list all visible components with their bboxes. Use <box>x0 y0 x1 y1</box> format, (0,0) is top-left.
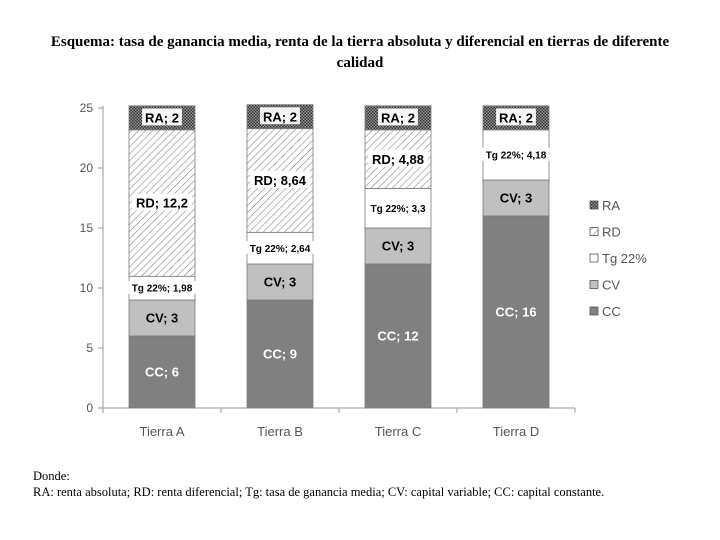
data-label: CV; 3 <box>382 239 415 254</box>
x-tick-label: Tierra A <box>139 424 184 439</box>
legend-label: RD <box>602 225 621 240</box>
y-tick-label: 10 <box>80 281 94 295</box>
legend-swatch <box>589 306 599 316</box>
data-label: RD; 12,2 <box>136 196 188 211</box>
y-tick-label: 5 <box>86 341 93 355</box>
data-label: CC; 12 <box>377 329 418 344</box>
bar-segment <box>364 263 432 409</box>
legend-swatch <box>589 280 599 289</box>
data-label-bg <box>260 107 300 125</box>
x-tick-label: Tierra D <box>493 424 539 439</box>
data-label: CV; 3 <box>146 311 179 326</box>
bar-segment <box>482 215 550 409</box>
data-label: Tg 22%; 2,64 <box>250 244 311 255</box>
data-label: RA; 2 <box>145 111 179 126</box>
data-label: CV; 3 <box>500 191 533 206</box>
footnote: Donde: RA: renta absoluta; RD: renta dif… <box>33 468 663 500</box>
data-label-bg <box>366 201 430 214</box>
legend-label: CC <box>602 304 621 319</box>
data-label: RA; 2 <box>499 111 533 126</box>
bar-segment <box>246 299 314 409</box>
data-label: RD; 4,88 <box>372 152 424 167</box>
bar-segment <box>364 227 432 265</box>
data-label: CC; 6 <box>145 365 179 380</box>
data-label-bg <box>127 280 197 294</box>
data-label-bg <box>481 147 551 161</box>
y-tick-label: 15 <box>80 221 94 235</box>
x-tick-label: Tierra B <box>257 424 303 439</box>
bar-segment <box>128 335 196 409</box>
legend-swatch <box>589 227 599 236</box>
data-label: RA; 2 <box>381 111 415 126</box>
footnote-heading: Donde: <box>33 469 70 483</box>
data-label-bg <box>367 149 429 167</box>
x-tick-label: Tierra C <box>375 424 421 439</box>
y-tick-label: 25 <box>80 101 94 115</box>
data-label: Tg 22%; 1,98 <box>132 284 193 295</box>
legend-label: Tg 22% <box>602 251 647 266</box>
data-label-bg <box>131 193 193 211</box>
data-label-bg <box>378 108 418 126</box>
y-tick-label: 20 <box>80 161 94 175</box>
legend-swatch <box>589 200 599 210</box>
data-label: CC; 16 <box>495 305 536 320</box>
legend-label: CV <box>602 278 620 293</box>
data-label: CC; 9 <box>263 347 297 362</box>
legend-swatch <box>589 253 599 263</box>
chart-title: Esquema: tasa de ganancia media, renta d… <box>50 34 670 71</box>
data-label-bg <box>496 108 536 126</box>
data-label-bg <box>245 240 315 254</box>
data-label: Tg 22%; 4,18 <box>486 151 547 162</box>
footnote-text: RA: renta absoluta; RD: renta diferencia… <box>33 485 605 499</box>
data-label-bg <box>142 108 182 126</box>
data-label: CV; 3 <box>264 275 297 290</box>
data-label: RA; 2 <box>263 109 297 124</box>
data-label: Tg 22%; 3,3 <box>370 204 425 215</box>
y-tick-label: 0 <box>86 401 93 415</box>
legend-label: RA <box>602 198 620 213</box>
data-label-bg <box>249 171 311 189</box>
data-label: RD; 8,64 <box>254 173 307 188</box>
bar-segment <box>246 263 314 301</box>
